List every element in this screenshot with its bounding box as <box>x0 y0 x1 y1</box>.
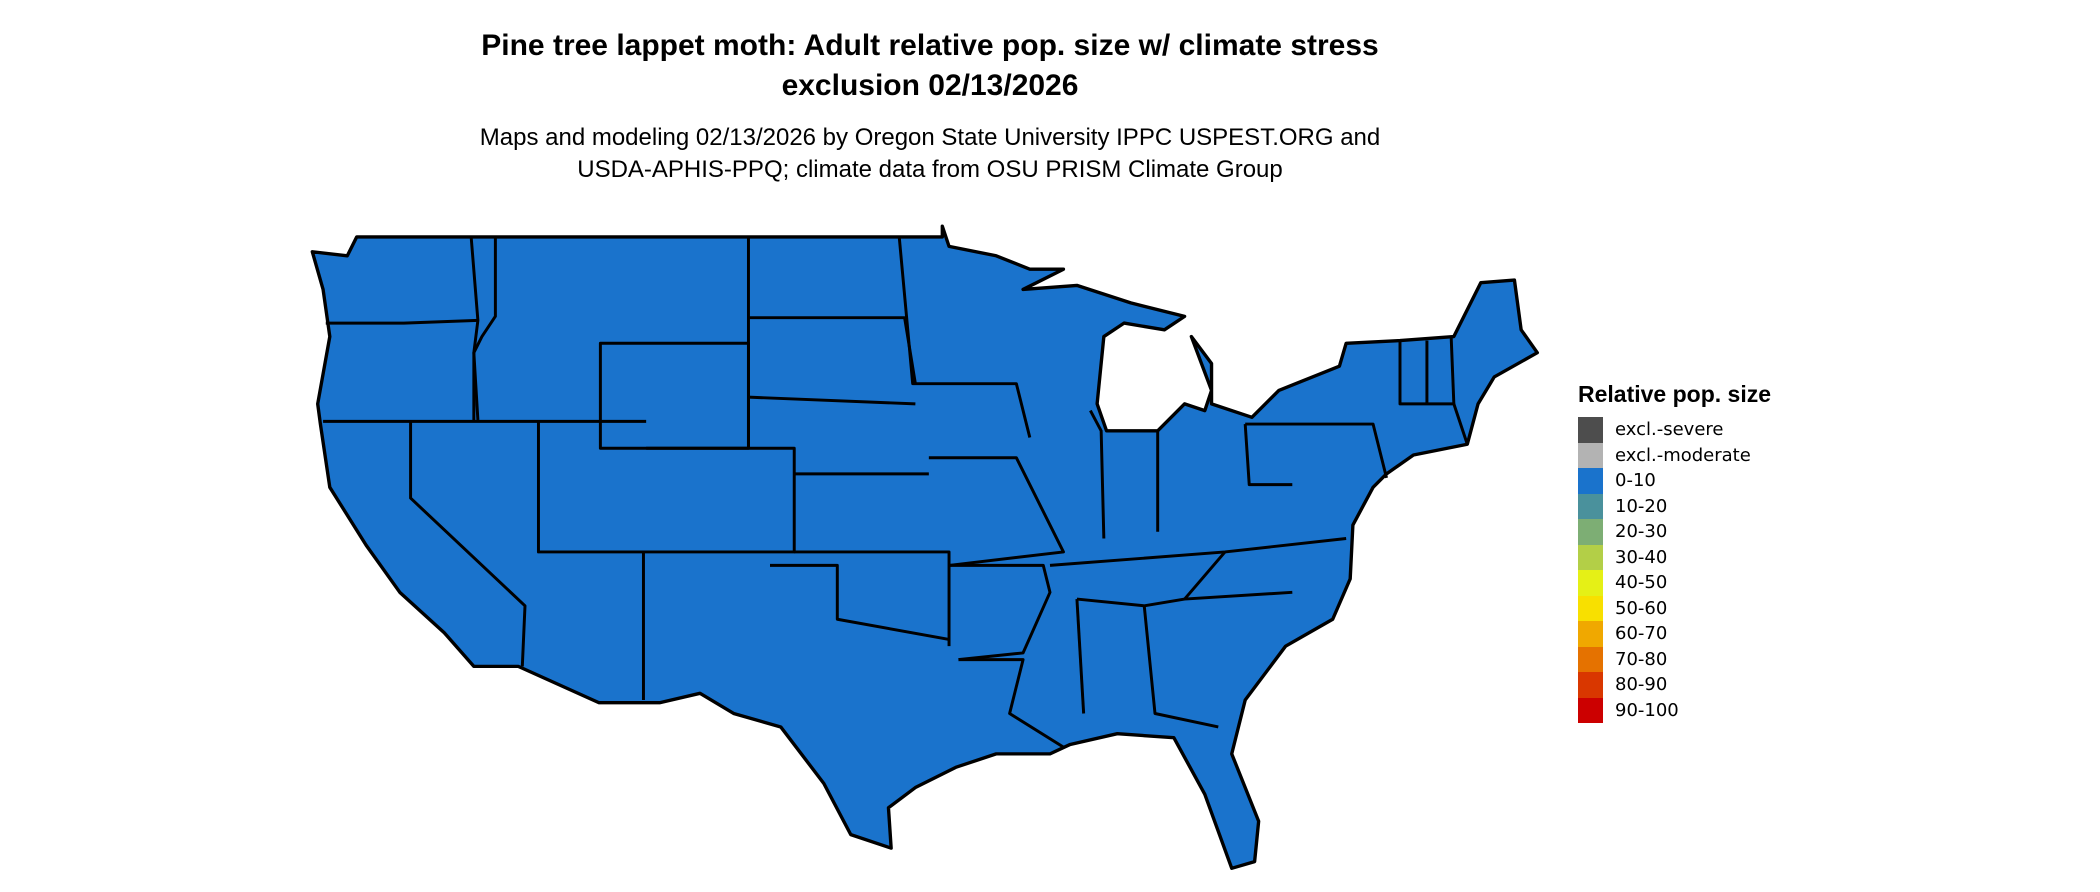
map-title: Pine tree lappet moth: Adult relative po… <box>330 26 1530 106</box>
legend-item: 0-10 <box>1578 468 1771 494</box>
legend-swatch <box>1578 595 1603 621</box>
title-line-2: exclusion 02/13/2026 <box>781 69 1079 102</box>
legend-swatch <box>1578 697 1603 723</box>
legend-swatch <box>1578 417 1603 443</box>
legend-item: 30-40 <box>1578 544 1771 570</box>
legend-label: 90-100 <box>1615 699 1679 721</box>
legend-swatch <box>1578 493 1603 519</box>
legend-swatch <box>1578 621 1603 647</box>
legend-item: excl.-severe <box>1578 417 1771 443</box>
legend-item: 40-50 <box>1578 570 1771 596</box>
legend-swatch <box>1578 519 1603 545</box>
legend-label: 60-70 <box>1615 623 1668 645</box>
legend-label: 80-90 <box>1615 674 1668 696</box>
state-borders <box>323 236 1469 749</box>
legend-swatch <box>1578 544 1603 570</box>
legend-swatch <box>1578 646 1603 672</box>
legend-swatch <box>1578 672 1603 698</box>
map-subtitle: Maps and modeling 02/13/2026 by Oregon S… <box>330 122 1530 186</box>
legend-label: 20-30 <box>1615 521 1668 543</box>
legend-item: 80-90 <box>1578 672 1771 698</box>
legend-item: 10-20 <box>1578 493 1771 519</box>
legend-item: 60-70 <box>1578 621 1771 647</box>
legend-swatch <box>1578 468 1603 494</box>
legend-label: 0-10 <box>1615 470 1656 492</box>
legend-label: 30-40 <box>1615 546 1668 568</box>
legend-item: excl.-moderate <box>1578 442 1771 468</box>
legend-title: Relative pop. size <box>1578 381 1772 407</box>
legend-label: 10-20 <box>1615 495 1668 517</box>
legend-swatch <box>1578 570 1603 596</box>
legend-label: 40-50 <box>1615 572 1668 594</box>
legend: Relative pop. size excl.-severe excl.-mod… <box>1578 381 1771 723</box>
legend-item: 70-80 <box>1578 646 1771 672</box>
legend-swatch <box>1578 442 1603 468</box>
title-line-1: Pine tree lappet moth: Adult relative po… <box>481 29 1379 62</box>
legend-label: excl.-severe <box>1615 419 1724 441</box>
subtitle-line-1: Maps and modeling 02/13/2026 by Oregon S… <box>479 124 1381 151</box>
legend-label: 50-60 <box>1615 597 1668 619</box>
legend-item: 90-100 <box>1578 697 1771 723</box>
legend-item: 20-30 <box>1578 519 1771 545</box>
subtitle-line-2: USDA-APHIS-PPQ; climate data from OSU PR… <box>577 156 1283 183</box>
conus-outline <box>310 224 1539 870</box>
legend-label: 70-80 <box>1615 648 1668 670</box>
legend-item: 50-60 <box>1578 595 1771 621</box>
legend-label: excl.-moderate <box>1615 444 1751 466</box>
